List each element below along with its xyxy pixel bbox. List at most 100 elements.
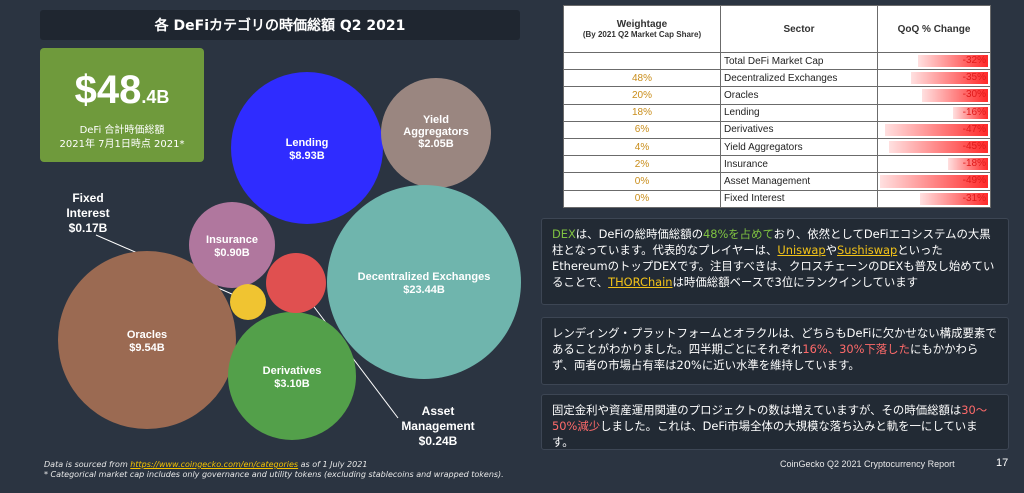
qoq-value: -49% [962,175,986,187]
note-line2: * Categorical market cap includes only g… [44,470,504,479]
qoq-bar [911,72,988,85]
p1-text-d: おり、依然としてDeFiエコシステムの大黒柱となっています。代表的なプレイヤーは… [552,227,991,257]
qoq-value: -31% [962,192,986,204]
qoq-bar [884,123,988,136]
yield-aggregators-bubble [381,78,491,188]
header-weightage-sub: (By 2021 Q2 Market Cap Share) [582,30,702,39]
qoq-cell: -32% [877,51,991,71]
chart-title: 各 DeFiカテゴリの時価総額 Q2 2021 [40,10,520,40]
qoq-bar [922,89,988,102]
page-number: 17 [996,457,1009,469]
header-weightage-label: Weightage [616,19,668,30]
qoq-cell: -16% [877,103,991,122]
qoq-cell: -30% [877,86,991,105]
sector-cell: Derivatives [720,120,878,139]
fixed-interest-value: $0.17B [69,221,108,235]
reduction-highlight: 30～50%減少 [552,403,988,433]
note-prefix: Data is sourced from [44,460,131,469]
total-market-cap-label: DeFi 合計時価総額 2021年 7月1日時点 2021* [40,124,204,152]
qoq-bar [948,158,988,171]
weight-cell: 18% [563,103,721,122]
weight-cell: 2% [563,155,721,174]
table-row: 48% Decentralized Exchanges -35% [563,69,991,88]
sector-cell: Oracles [720,86,878,105]
total-value-main: $48 [74,68,142,112]
qoq-cell: -45% [877,137,991,157]
lending-oracle-commentary: レンディング・プラットフォームとオラクルは、どちらもDeFiに欠かせない構成要素… [541,317,1009,385]
note-suffix: as of 1 July 2021 [298,460,368,469]
derivatives-value-label: $3.10B [274,378,310,390]
oracles-value-label: $9.54B [129,342,165,354]
qoq-value: -32% [962,55,986,66]
asset-management-label-line1: Asset [422,404,455,418]
table-row: 0% Fixed Interest -31% [563,189,991,208]
sushiswap-link[interactable]: Sushiswap [837,243,898,257]
header-sector: Sector [720,5,878,53]
total-value-decimal: .4B [141,87,170,107]
qoq-value: -16% [962,106,986,118]
fixed-interest-label-line1: Fixed [72,191,103,205]
thorchain-link[interactable]: THORChain [608,275,673,289]
dex-highlight: DEX [552,227,576,241]
sector-table: Weightage (By 2021 Q2 Market Cap Share) S… [563,5,991,208]
report-footer: CoinGecko Q2 2021 Cryptocurrency Report [780,459,955,469]
insurance-name-label: Insurance [206,234,258,246]
p2-text-c: にもかかわらず、両者の市場占有率は20%に近い水準を維持しています。 [552,342,979,372]
fixed-interest-commentary: 固定金利や資産運用関連のプロジェクトの数は増えていますが、その時価総額は30～5… [541,394,1009,450]
derivatives-bubble [228,312,356,440]
header-qoq: QoQ % Change [877,5,991,53]
lending-value-label: $8.93B [289,150,325,162]
uniswap-link[interactable]: Uniswap [777,243,826,257]
sector-cell: Asset Management [720,172,878,191]
qoq-value: -30% [962,89,986,101]
p2-text-a: レンディング・プラットフォームとオラクルは、どちらもDeFiに欠かせない構成要素… [552,326,997,356]
decline-highlight: 16%、30%下落した [802,342,910,356]
table-row: Total DeFi Market Cap -32% [563,51,991,71]
total-market-cap-card: $48.4B DeFi 合計時価総額 2021年 7月1日時点 2021* [40,48,204,162]
qoq-cell: -18% [877,155,991,174]
p1-text-f: や [825,243,838,257]
derivatives-name-label: Derivatives [263,365,322,377]
sector-cell: Yield Aggregators [720,137,878,157]
weight-cell [563,51,721,71]
p1-text-b: は、DeFiの総時価総額の [575,227,703,241]
weight-cell: 0% [563,189,721,208]
qoq-value: -45% [962,140,986,152]
dex-share-highlight: 48%を占めて [702,227,774,241]
table-body: Total DeFi Market Cap -32% 48% Decentralize… [563,51,991,208]
asset-management-value: $0.24B [419,434,458,448]
p1-text-j: は時価総額ベースで3位にランクインしています [672,275,919,289]
yield-aggregators-name-label-2: Aggregators [403,126,468,138]
weight-cell: 4% [563,137,721,157]
yield-aggregators-name-label: Yield [423,114,449,126]
source-note: Data is sourced from https://www.coingec… [44,460,504,480]
dex-commentary: DEXは、DeFiの総時価総額の48%を占めており、依然としてDeFiエコシステ… [541,218,1009,305]
fixed-interest-label-line2: Interest [66,206,109,220]
table-row: 18% Lending -16% [563,103,991,122]
p1-text-h: といったEthereumのトップDEXです。注目すべきは、クロスチェーンのDEX… [552,243,995,289]
sector-cell: Insurance [720,155,878,174]
weight-cell: 48% [563,69,721,88]
total-label-line1: DeFi 合計時価総額 [79,125,165,136]
qoq-value: -47% [962,123,986,135]
total-market-cap-value: $48.4B [40,70,204,110]
qoq-bar [919,192,988,205]
weight-cell: 0% [563,172,721,191]
table-row: 20% Oracles -30% [563,86,991,105]
asset-management-bubble [266,253,326,313]
insurance-value-label: $0.90B [214,247,250,259]
yield-aggregators-value-label: $2.05B [418,138,454,150]
lending-bubble [231,72,383,224]
asset-management-label-line2: Management [401,419,474,433]
lending-name-label: Lending [286,137,329,149]
qoq-bar [880,175,988,188]
table-row: 6% Derivatives -47% [563,120,991,139]
qoq-cell: -31% [877,189,991,208]
source-link[interactable]: https://www.coingecko.com/en/categories [130,460,299,469]
sector-cell: Fixed Interest [720,189,878,208]
qoq-value: -35% [962,72,986,84]
total-label-line2: 2021年 7月1日時点 2021* [59,139,185,150]
qoq-cell: -35% [877,69,991,88]
